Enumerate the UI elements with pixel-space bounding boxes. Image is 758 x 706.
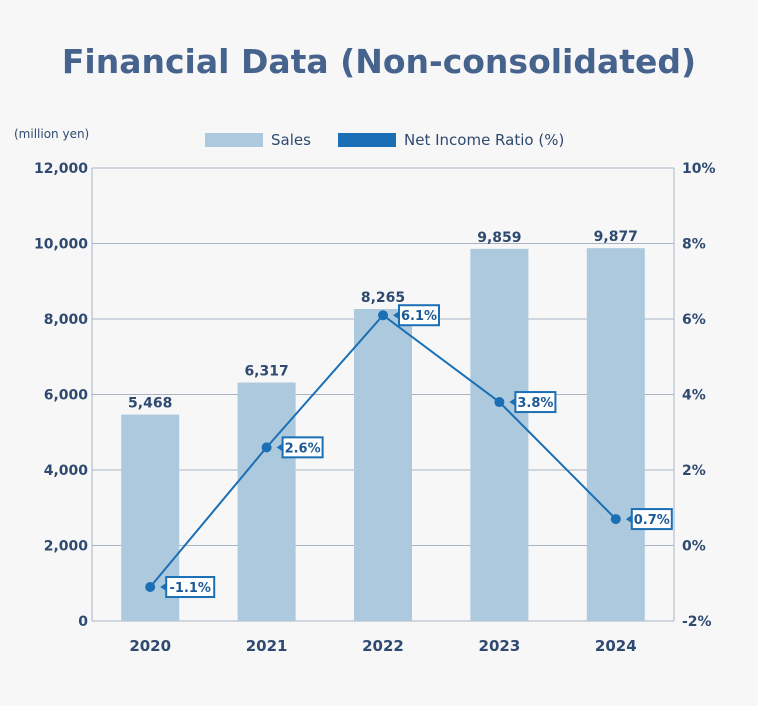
data-label-box (165, 576, 216, 599)
left-tick-label: 0 (78, 614, 88, 630)
right-tick-label: 4% (682, 388, 706, 404)
line-point (610, 514, 621, 525)
bar-sales (586, 248, 645, 621)
data-label: 2.6% (285, 441, 321, 456)
data-label-pointer (160, 583, 167, 592)
left-tick-label: 10,000 (34, 237, 88, 253)
right-tick-label: -2% (682, 614, 712, 630)
data-label: 6.1% (401, 309, 437, 324)
data-label-pointer (393, 311, 399, 320)
bar-value-label: 6,317 (244, 364, 288, 380)
right-tick-label: 0% (682, 539, 706, 555)
data-label-pointer (276, 443, 283, 452)
line-point (145, 582, 156, 593)
data-label-box (630, 508, 673, 531)
data-label-pointer (509, 398, 516, 407)
chart-title: Financial Data (Non-consolidated) (61, 42, 697, 81)
data-label: 0.7% (634, 513, 670, 528)
bar-sales (470, 248, 529, 621)
line-point (261, 442, 272, 453)
left-tick-label: 12,000 (34, 161, 88, 177)
bar-sales (237, 382, 296, 621)
x-tick-label: 2022 (362, 637, 404, 655)
data-label-pointer (625, 515, 632, 524)
x-tick-label: 2023 (479, 637, 521, 655)
right-tick-label: 8% (682, 237, 706, 253)
bar-value-label: 8,265 (361, 290, 405, 306)
data-label-box (398, 304, 440, 327)
line-point (494, 397, 505, 408)
left-tick-label: 8,000 (44, 312, 89, 328)
left-tick-label: 4,000 (44, 463, 89, 479)
bar-value-label: 9,877 (594, 229, 638, 245)
data-label: -1.1% (169, 581, 210, 596)
data-label: 3.8% (517, 396, 553, 411)
left-tick-label: 2,000 (44, 539, 89, 555)
legend-label-net-income: Net Income Ratio (%) (404, 131, 565, 149)
right-tick-label: 6% (682, 312, 706, 328)
x-tick-label: 2024 (595, 637, 637, 655)
x-tick-label: 2021 (246, 637, 288, 655)
bar-value-label: 9,859 (477, 230, 521, 246)
legend-swatch-sales (205, 133, 263, 147)
data-label-box (281, 436, 324, 459)
legend-item-sales: Sales (205, 131, 311, 149)
right-tick-label: 10% (682, 161, 716, 177)
left-axis-unit: (million yen) (14, 127, 90, 141)
right-tick-label: 2% (682, 463, 706, 479)
legend-label-sales: Sales (271, 131, 311, 149)
bar-value-label: 5,468 (128, 396, 172, 412)
left-tick-label: 6,000 (44, 388, 89, 404)
legend-item-net-income: Net Income Ratio (%) (338, 131, 564, 149)
legend-swatch-net-income (338, 133, 396, 147)
data-label-box (514, 391, 557, 414)
bar-sales (354, 308, 412, 621)
line-point (378, 310, 388, 321)
x-tick-label: 2020 (129, 637, 171, 655)
